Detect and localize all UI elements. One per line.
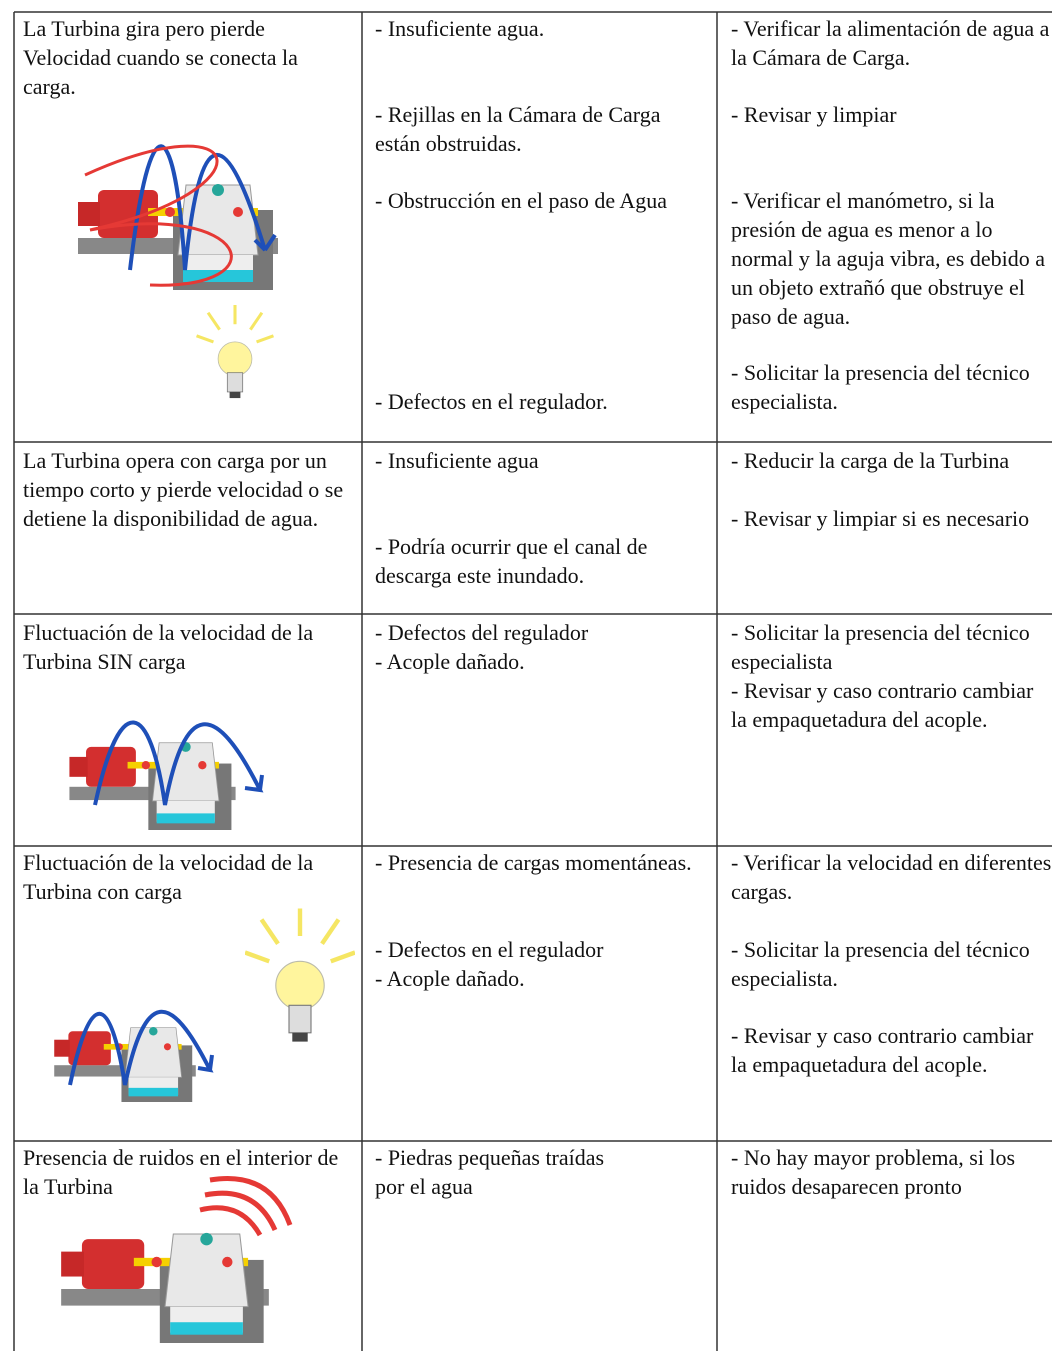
cause: - Acople dañado. bbox=[375, 966, 525, 991]
cause: - Presencia de cargas momentáneas. bbox=[375, 850, 692, 875]
table-grid bbox=[13, 11, 1052, 1351]
solution: - Revisar y limpiar si es necesario bbox=[731, 506, 1030, 531]
solution: - Verificar la alimentación de agua a la… bbox=[731, 16, 1050, 70]
cause: - Acople dañado. bbox=[375, 649, 525, 674]
cause: - Insuficiente agua bbox=[375, 448, 539, 473]
cause: - Piedras pequeñas traídas por el agua bbox=[375, 1145, 605, 1199]
cause: - Defectos en el regulador bbox=[375, 937, 604, 962]
solution: - Solicitar la presencia del técnico esp… bbox=[731, 360, 1030, 414]
cause: - Rejillas en la Cámara de Carga están o… bbox=[375, 102, 661, 156]
solution: - Revisar y limpiar bbox=[731, 102, 897, 127]
solution: - Verificar la velocidad en diferentes c… bbox=[731, 850, 1052, 904]
solution: - Revisar y caso contrario cambiar la em… bbox=[731, 1023, 1034, 1077]
solution: - Verificar el manómetro, si la presión … bbox=[731, 188, 1046, 329]
solution: - Solicitar la presencia del técnico esp… bbox=[731, 937, 1030, 991]
problem: Presencia de ruidos en el interior de la… bbox=[23, 1145, 339, 1199]
cause: - Defectos en el regulador. bbox=[375, 389, 608, 414]
solution: - No hay mayor problema, si los ruidos d… bbox=[731, 1145, 1016, 1199]
turbine-image bbox=[68, 720, 264, 830]
solution: - Solicitar la presencia del técnico esp… bbox=[731, 620, 1030, 674]
solution: - Revisar y caso contrario cambiar la em… bbox=[731, 678, 1034, 732]
problem: La Turbina gira pero pierde Velocidad cu… bbox=[23, 16, 298, 99]
turbine-image bbox=[60, 1176, 293, 1343]
cause: - Defectos del regulador bbox=[375, 620, 589, 645]
cause: - Podría ocurrir que el canal de descarg… bbox=[375, 534, 648, 588]
problem: Fluctuación de la velocidad de la Turbin… bbox=[23, 850, 314, 904]
cause: - Obstrucción en el paso de Agua bbox=[375, 188, 668, 213]
turbine-image bbox=[53, 909, 355, 1102]
cause: - Insuficiente agua. bbox=[375, 16, 545, 41]
solution: - Reducir la carga de la Turbina bbox=[731, 448, 1010, 473]
problem: La Turbina opera con carga por un tiempo… bbox=[23, 448, 344, 531]
turbine-image bbox=[78, 144, 278, 400]
problem: Fluctuación de la velocidad de la Turbin… bbox=[23, 620, 314, 674]
